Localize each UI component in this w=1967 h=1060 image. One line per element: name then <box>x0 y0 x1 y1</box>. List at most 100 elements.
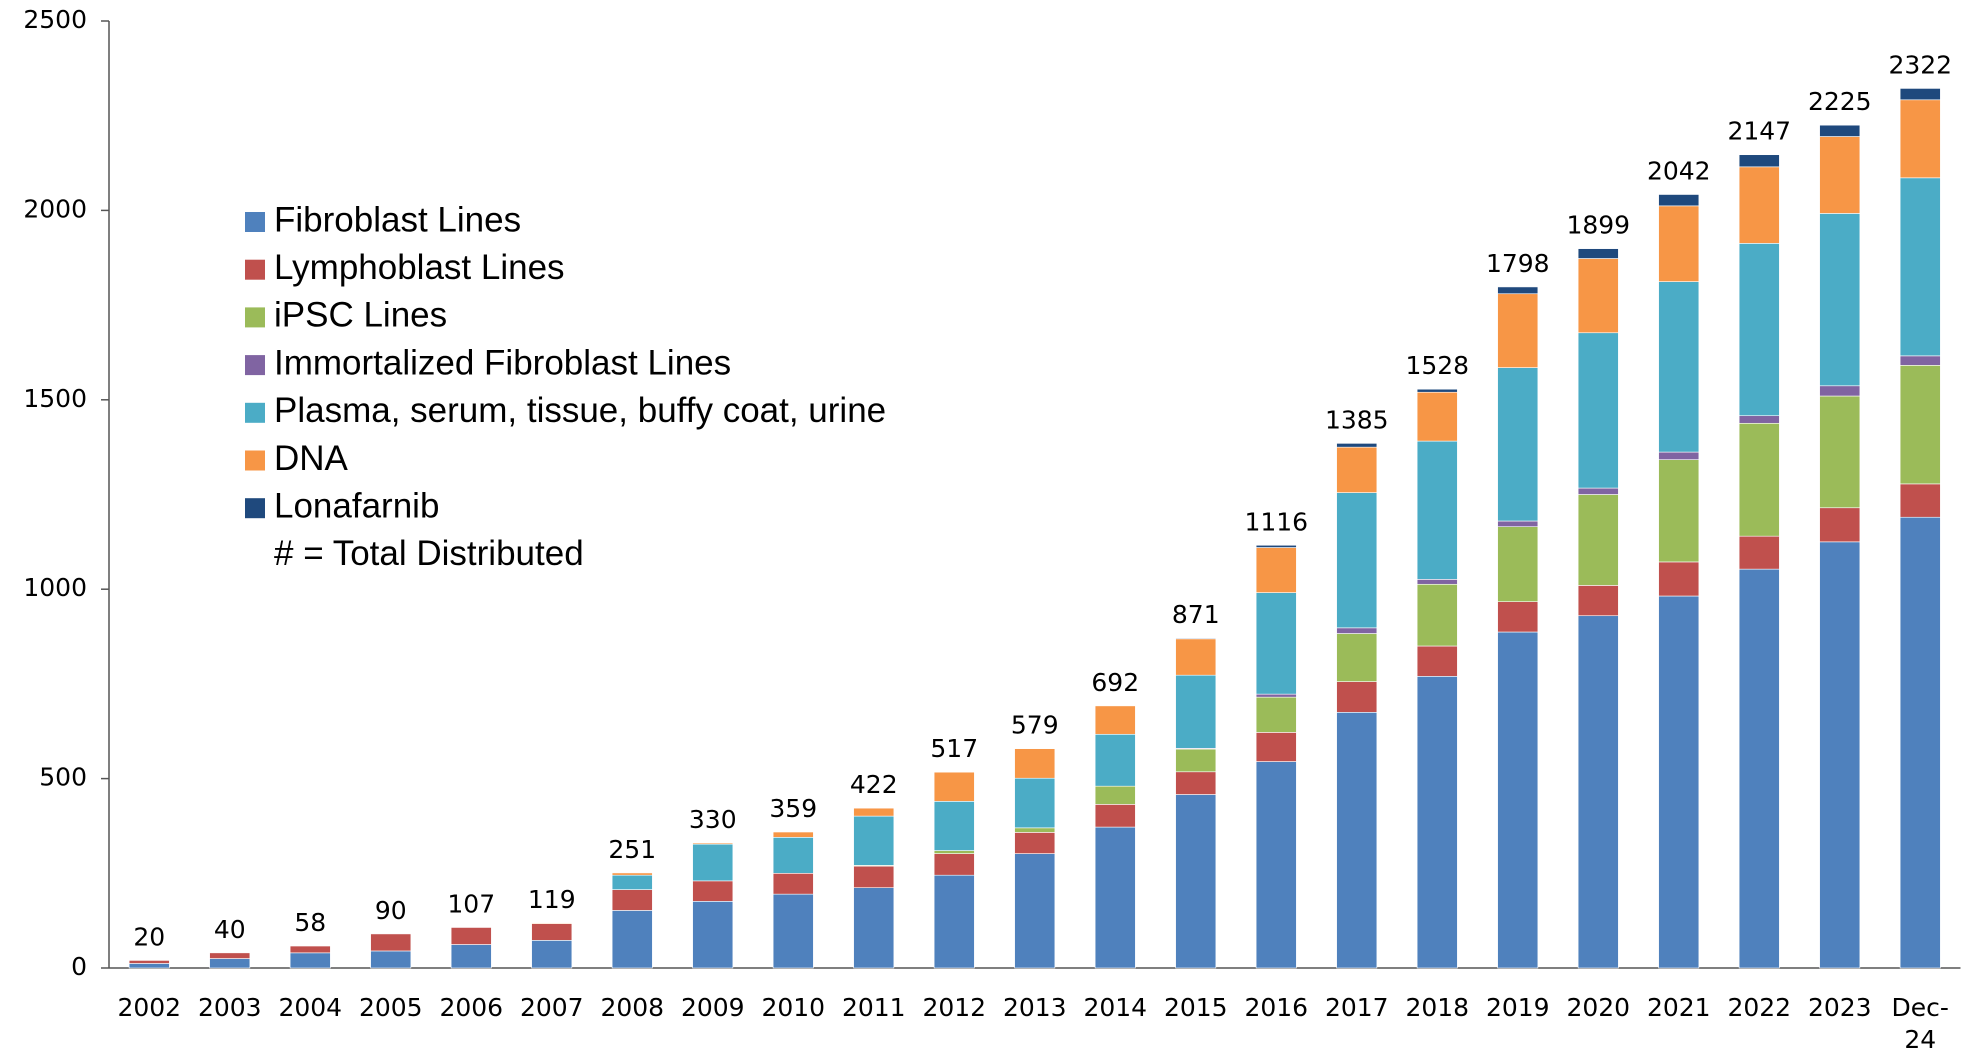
bar-segment <box>853 865 895 888</box>
legend-swatch <box>245 307 265 328</box>
bar-segment <box>1658 194 1700 207</box>
total-label: 579 <box>1011 711 1059 740</box>
total-label: 422 <box>850 770 898 799</box>
total-label: 40 <box>214 915 246 944</box>
x-tick-label: 2006 <box>439 993 504 1022</box>
bar-segment <box>1738 243 1780 417</box>
bar-segment <box>1658 595 1700 969</box>
x-tick-label: 2008 <box>600 993 665 1022</box>
bar-segment <box>1497 367 1539 522</box>
bar-segment <box>1899 516 1941 969</box>
bar-segment <box>1577 585 1619 617</box>
bar-segment <box>1014 853 1056 969</box>
bar-segment <box>1658 281 1700 453</box>
total-label: 1385 <box>1325 405 1389 434</box>
legend-swatch <box>245 355 265 376</box>
legend-label: iPSC Lines <box>274 296 447 335</box>
x-tick-label: 2021 <box>1646 993 1711 1022</box>
bar-segment <box>209 952 251 959</box>
bar-segment <box>933 874 975 969</box>
total-label: 2322 <box>1888 50 1952 79</box>
y-tick-label: 1500 <box>23 384 87 413</box>
bar-segment <box>1175 638 1217 676</box>
bar-segment <box>1416 440 1458 580</box>
bar-segment <box>1094 733 1136 787</box>
total-label: 20 <box>133 922 165 951</box>
bar-segment <box>128 960 170 964</box>
legend-label: Lymphoblast Lines <box>274 248 565 287</box>
bar-segment <box>1497 526 1539 603</box>
bar-segment <box>692 842 734 845</box>
legend-label: Plasma, serum, tissue, buffy coat, urine <box>274 391 886 430</box>
bar-segment <box>531 922 573 924</box>
x-tick-label: 2017 <box>1324 993 1389 1022</box>
bar-segment <box>1577 248 1619 259</box>
bar-segment <box>1658 451 1700 460</box>
bar-segment <box>1819 213 1861 387</box>
bar-segment <box>853 807 895 817</box>
bar-segment <box>772 837 814 874</box>
bar-segment <box>1819 385 1861 397</box>
bar-segment <box>1497 286 1539 295</box>
bar-segment <box>1497 293 1539 368</box>
bar-segment <box>1658 205 1700 282</box>
bar-segment <box>611 872 653 876</box>
bar-segment <box>1899 365 1941 485</box>
bar-segment <box>1738 568 1780 969</box>
bar-segment <box>1255 544 1297 548</box>
bar-segment <box>1497 631 1539 969</box>
y-tick-label: 2500 <box>23 5 87 34</box>
bar-segment <box>1738 422 1780 537</box>
y-tick-label: 1000 <box>23 573 87 602</box>
bar-segment <box>1819 124 1861 137</box>
x-tick-label: 2019 <box>1485 993 1550 1022</box>
bar-segment <box>692 880 734 902</box>
bar-segment <box>772 831 814 838</box>
bar-segment <box>1497 520 1539 527</box>
bar-segment <box>1819 136 1861 214</box>
bar-segment <box>531 923 573 941</box>
legend-label: Fibroblast Lines <box>274 200 521 239</box>
bar-segment <box>1175 674 1217 749</box>
x-tick-label: 2020 <box>1566 993 1631 1022</box>
bar-segment <box>289 945 331 954</box>
bar-segment <box>611 874 653 890</box>
bar-segment <box>1658 459 1700 563</box>
x-tick-label: 2018 <box>1405 993 1470 1022</box>
bar-segment <box>289 952 331 969</box>
bar-segment <box>1577 494 1619 586</box>
bar-segment <box>692 843 734 882</box>
bar-segment <box>1336 492 1378 629</box>
total-label: 359 <box>769 794 817 823</box>
bar-segment <box>1899 88 1941 101</box>
bar-segment <box>1577 332 1619 489</box>
bar-segment <box>1899 355 1941 366</box>
x-tick-label: 2004 <box>278 993 343 1022</box>
legend-swatch <box>245 450 265 471</box>
total-label: 871 <box>1172 600 1220 629</box>
bar-segment <box>1014 832 1056 854</box>
bar-segment <box>1175 794 1217 969</box>
total-label: 251 <box>608 835 656 864</box>
bar-segment <box>128 963 170 969</box>
total-label: 692 <box>1091 668 1139 697</box>
bar-segment <box>1416 388 1458 393</box>
bar-segment <box>611 910 653 969</box>
bar-segment <box>1094 785 1136 805</box>
bar-segment <box>933 850 975 854</box>
bar-segment <box>1094 804 1136 828</box>
bar-segment <box>1255 592 1297 695</box>
bar-segment <box>1175 771 1217 795</box>
x-tick-label: 2005 <box>358 993 423 1022</box>
total-label: 1899 <box>1566 211 1630 240</box>
x-tick-label: 2016 <box>1244 993 1309 1022</box>
bar-segment <box>853 815 895 866</box>
bar-segment <box>933 853 975 876</box>
total-label: 1798 <box>1486 249 1550 278</box>
total-label: 2147 <box>1727 117 1791 146</box>
bar-segment <box>1738 415 1780 424</box>
y-tick-label: 500 <box>39 763 87 792</box>
bar-segment <box>1175 748 1217 773</box>
legend-label: Immortalized Fibroblast Lines <box>274 343 731 382</box>
